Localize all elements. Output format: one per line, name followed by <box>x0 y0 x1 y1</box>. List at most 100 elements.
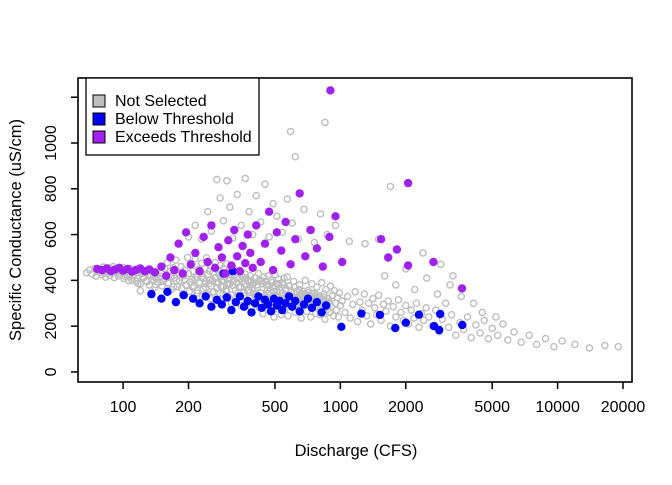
data-point-not_selected <box>222 176 231 185</box>
data-point-not_selected <box>216 194 224 202</box>
data-point-not_selected <box>503 336 512 344</box>
data-point-exceeds_threshold <box>403 261 413 270</box>
data-point-not_selected <box>201 277 210 286</box>
data-point-not_selected <box>370 303 379 312</box>
data-point-not_selected <box>360 290 369 298</box>
data-point-not_selected <box>525 331 534 340</box>
data-point-exceeds_threshold <box>272 228 281 237</box>
data-point-not_selected <box>441 299 450 308</box>
data-point-below_threshold <box>357 309 366 318</box>
data-point-exceeds_threshold <box>268 265 278 275</box>
data-point-exceeds_threshold <box>295 189 304 198</box>
x-tick-label: 1000 <box>323 399 359 416</box>
data-point-not_selected <box>226 203 234 211</box>
data-point-exceeds_threshold <box>286 260 295 269</box>
data-point-not_selected <box>336 301 345 310</box>
data-point-not_selected <box>541 334 550 343</box>
data-point-not_selected <box>356 298 364 306</box>
data-point-below_threshold <box>281 299 290 308</box>
data-point-exceeds_threshold <box>306 225 315 235</box>
data-point-not_selected <box>343 292 352 301</box>
data-point-not_selected <box>326 282 335 290</box>
data-point-below_threshold <box>243 296 252 306</box>
legend-swatch-not-selected-icon <box>92 94 106 108</box>
data-point-not_selected <box>252 191 261 200</box>
data-point-exceeds_threshold <box>429 257 438 267</box>
data-point-exceeds_threshold <box>331 212 340 221</box>
data-point-exceeds_threshold <box>186 260 195 269</box>
data-point-exceeds_threshold <box>243 230 252 239</box>
data-point-exceeds_threshold <box>281 217 290 227</box>
data-point-exceeds_threshold <box>210 263 220 272</box>
data-point-not_selected <box>449 271 457 280</box>
data-point-exceeds_threshold <box>214 243 223 252</box>
data-point-exceeds_threshold <box>174 239 183 248</box>
data-point-not_selected <box>212 175 221 184</box>
data-point-not_selected <box>412 299 421 308</box>
data-point-not_selected <box>368 294 377 303</box>
data-point-not_selected <box>313 283 321 292</box>
data-point-not_selected <box>444 323 453 332</box>
x-tick-label: 200 <box>175 399 202 416</box>
data-point-not_selected <box>265 233 273 241</box>
x-tick-label: 500 <box>262 399 289 416</box>
legend-swatch-below-threshold-icon <box>92 112 106 126</box>
data-point-exceeds_threshold <box>230 225 239 235</box>
data-point-exceeds_threshold <box>403 178 413 188</box>
data-point-not_selected <box>300 205 308 214</box>
data-point-below_threshold <box>227 305 236 315</box>
data-point-not_selected <box>283 273 292 281</box>
data-point-below_threshold <box>312 297 322 307</box>
y-axis-title: Specific Conductance (uS/cm) <box>7 119 25 341</box>
data-point-exceeds_threshold <box>264 207 274 216</box>
data-point-below_threshold <box>250 299 260 308</box>
data-point-exceeds_threshold <box>203 257 212 267</box>
data-point-below_threshold <box>391 323 400 333</box>
x-axis: 100 200 500 1000 2000 5000 10000 20000 <box>110 382 645 416</box>
data-point-below_threshold <box>278 305 287 315</box>
data-point-exceeds_threshold <box>376 235 386 244</box>
data-point-exceeds_threshold <box>207 221 216 230</box>
data-point-exceeds_threshold <box>252 221 261 230</box>
x-tick-label: 100 <box>110 399 137 416</box>
data-point-not_selected <box>345 237 354 246</box>
data-point-below_threshold <box>401 318 410 327</box>
data-point-exceeds_threshold <box>227 261 236 270</box>
data-point-not_selected <box>484 334 493 343</box>
y-tick-label: 1000 <box>43 125 60 161</box>
data-point-below_threshold <box>414 310 424 319</box>
data-point-below_threshold <box>163 287 172 296</box>
data-point-exceeds_threshold <box>301 252 310 261</box>
data-point-below_threshold <box>257 303 266 312</box>
data-point-not_selected <box>391 313 400 321</box>
data-point-not_selected <box>308 279 316 288</box>
data-point-not_selected <box>493 331 502 340</box>
data-point-below_threshold <box>458 320 467 330</box>
y-axis: 0 200 400 600 800 1000 <box>43 96 78 376</box>
data-point-not_selected <box>510 328 518 336</box>
data-point-exceeds_threshold <box>235 267 245 276</box>
data-point-exceeds_threshold <box>217 253 227 262</box>
data-point-not_selected <box>241 174 250 183</box>
data-point-exceeds_threshold <box>181 228 191 237</box>
data-point-not_selected <box>158 282 166 290</box>
data-point-not_selected <box>463 313 472 321</box>
data-point-not_selected <box>134 279 142 288</box>
data-point-exceeds_threshold <box>260 239 270 248</box>
data-point-not_selected <box>478 308 487 317</box>
data-point-below_threshold <box>217 300 227 309</box>
data-point-not_selected <box>361 239 369 248</box>
data-point-not_selected <box>558 337 567 345</box>
data-point-below_threshold <box>263 300 273 309</box>
data-point-not_selected <box>499 320 507 328</box>
data-point-not_selected <box>333 293 342 302</box>
data-point-not_selected <box>341 308 349 317</box>
data-point-not_selected <box>329 311 338 320</box>
data-point-not_selected <box>169 282 178 291</box>
data-point-exceeds_threshold <box>326 86 335 95</box>
y-tick-label: 800 <box>43 175 60 202</box>
data-point-not_selected <box>332 306 341 314</box>
data-point-not_selected <box>401 301 410 310</box>
data-point-not_selected <box>316 210 325 218</box>
